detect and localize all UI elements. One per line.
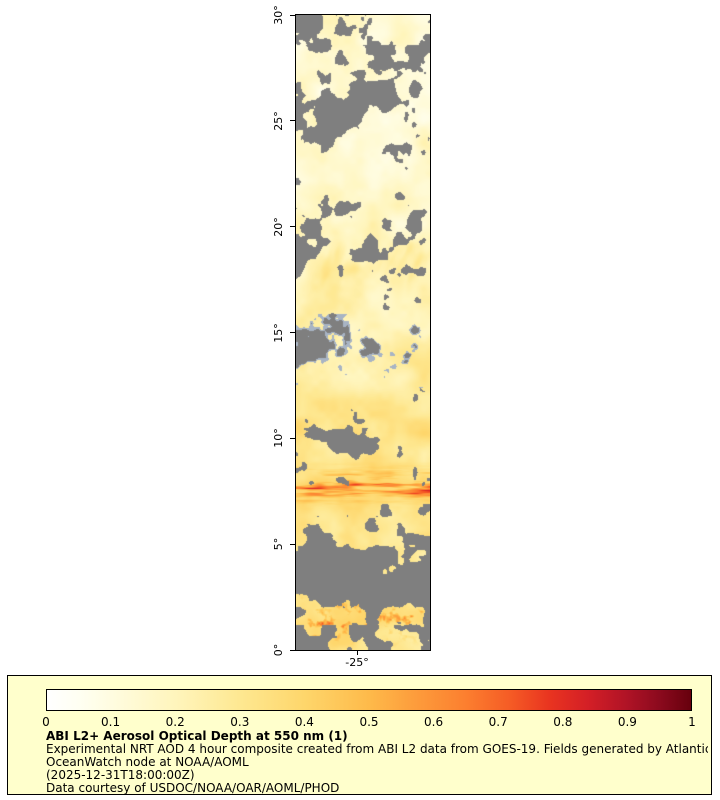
colorbar-tick-label: 0 xyxy=(42,715,50,729)
colorbar-tick-label: 0.6 xyxy=(424,715,444,729)
aod-raster-image xyxy=(296,15,430,650)
colorbar-tick-label: 0.7 xyxy=(488,715,508,729)
legend-panel: 0 0.1 0.2 0.3 0.4 0.5 0.6 0.7 0.8 0.9 1 ABI L2+ Ae… xyxy=(7,675,712,795)
latitude-tick xyxy=(290,14,295,16)
colorbar-tick-label: 0.3 xyxy=(230,715,250,729)
latitude-axis: 0° 5° 10° 15° 20° 25° 30° xyxy=(0,0,300,700)
colorbar-tick-label: 0.9 xyxy=(617,715,637,729)
latitude-tick xyxy=(290,332,295,333)
latitude-tick xyxy=(290,226,295,228)
colorbar-tick-label: 0.8 xyxy=(553,715,573,729)
map-frame xyxy=(295,14,431,651)
longitude-tick xyxy=(357,651,358,655)
colorbar-tick-label: 0.2 xyxy=(165,715,185,729)
legend-credit: Data courtesy of USDOC/NOAA/OAR/AOML/PHO… xyxy=(46,782,340,795)
colorbar-tick-label: 1 xyxy=(688,715,696,729)
latitude-tick xyxy=(290,437,295,439)
legend-title: ABI L2+ Aerosol Optical Depth at 550 nm … xyxy=(46,730,348,743)
latitude-tick xyxy=(290,120,295,122)
colorbar xyxy=(46,689,692,711)
colorbar-tick-label: 0.4 xyxy=(294,715,314,729)
colorbar-tick-label: 0.1 xyxy=(101,715,121,729)
colorbar-tick-labels: 0 0.1 0.2 0.3 0.4 0.5 0.6 0.7 0.8 0.9 1 xyxy=(8,715,711,729)
latitude-tick xyxy=(290,649,295,651)
longitude-tick-label: -25° xyxy=(345,656,369,669)
legend-description-line1: Experimental NRT AOD 4 hour composite cr… xyxy=(46,743,708,756)
legend-timestamp: (2025-12-31T18:00:00Z) xyxy=(46,769,195,782)
latitude-tick xyxy=(290,543,295,545)
colorbar-tick-label: 0.5 xyxy=(359,715,379,729)
longitude-axis: -25° xyxy=(345,651,369,669)
legend-description-line2: OceanWatch node at NOAA/AOML xyxy=(46,756,249,769)
legend-captions: ABI L2+ Aerosol Optical Depth at 550 nm … xyxy=(46,730,708,795)
